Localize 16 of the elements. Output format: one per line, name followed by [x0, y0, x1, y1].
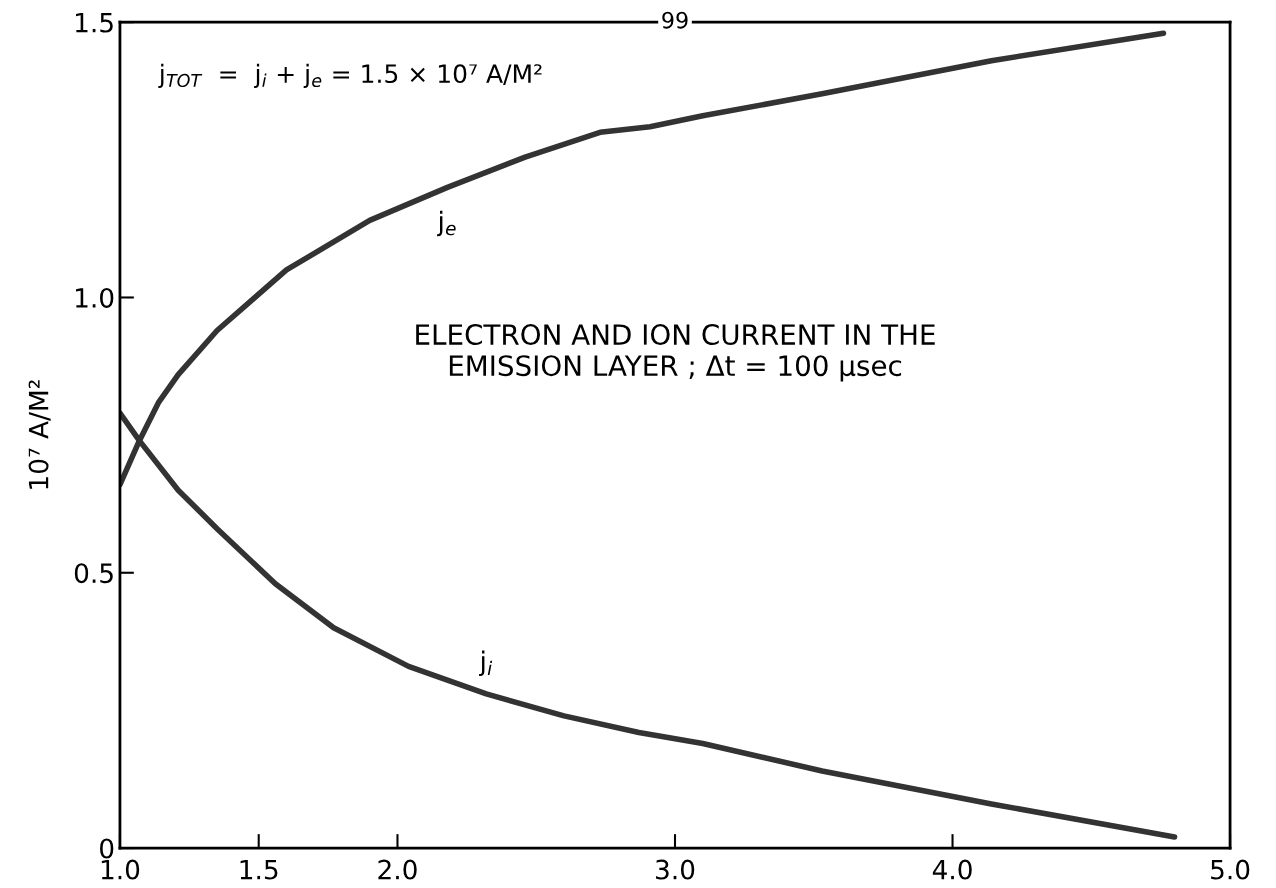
series-label: j$_{i}$ [479, 650, 493, 677]
y-tick-label: 1.0 [76, 287, 114, 308]
annotation: ELECTRON AND ION CURRENT IN THE EMISSION LAYER ; Δt = 100 μsec [416, 324, 935, 382]
x-tick-label: 4.0 [932, 859, 972, 880]
y-tick-label: 0.5 [74, 563, 113, 584]
x-tick-label: 2.0 [378, 859, 417, 880]
x-tick-label: 1.5 [240, 859, 278, 880]
annotation: 99 [662, 11, 688, 29]
series-label: j$_{e}$ [437, 210, 456, 237]
x-tick-label: 1.0 [101, 859, 140, 880]
x-tick-label: 5.0 [1211, 859, 1250, 880]
y-tick-label: 0 [100, 838, 114, 859]
y-axis-title: 10⁷ A/M² [28, 380, 51, 489]
annotation: j$_{TOT}$ = j$_{i}$ + j$_{e}$ = 1.5 × 10⁷ A/M² [158, 63, 542, 88]
y-tick-label: 1.5 [76, 12, 113, 33]
x-tick-label: 3.0 [656, 859, 695, 880]
